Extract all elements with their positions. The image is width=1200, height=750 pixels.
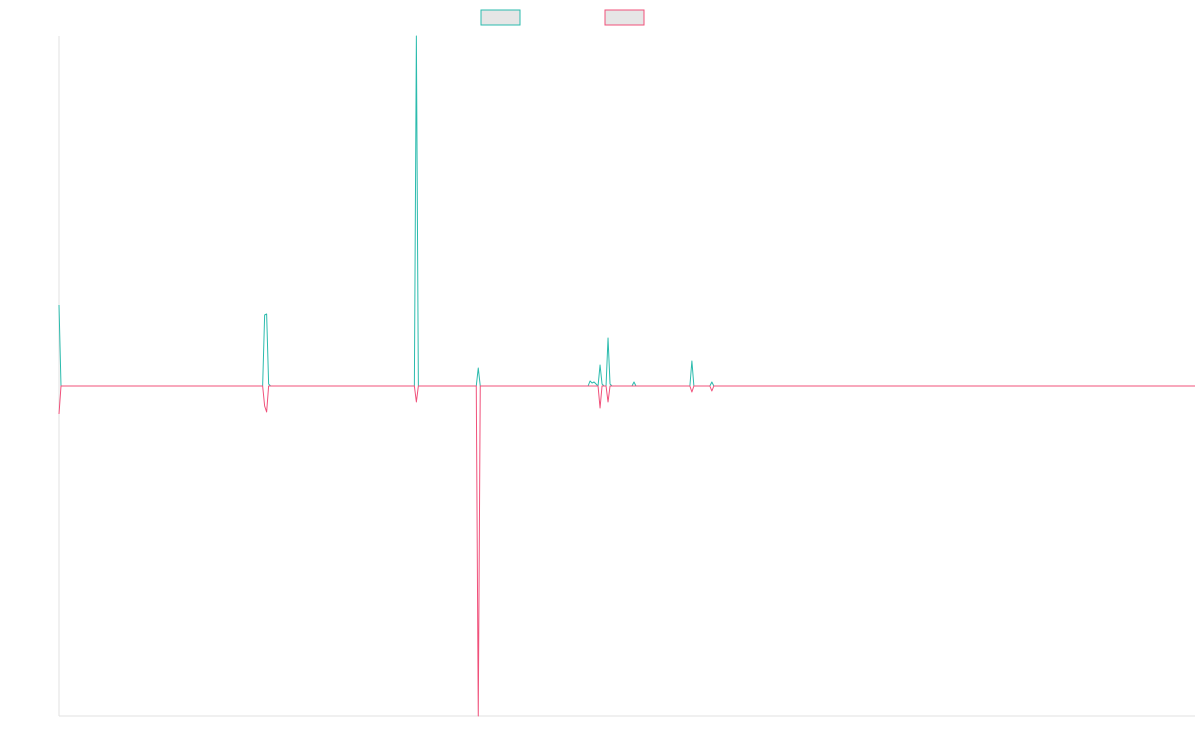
axes xyxy=(58,36,1195,717)
legend-swatch-series-1[interactable] xyxy=(480,9,521,26)
legend xyxy=(480,9,645,26)
series-line-2 xyxy=(58,385,1195,717)
series-line-1 xyxy=(58,35,1195,387)
legend-swatch-series-2[interactable] xyxy=(604,9,645,26)
series-layer xyxy=(58,35,1195,717)
